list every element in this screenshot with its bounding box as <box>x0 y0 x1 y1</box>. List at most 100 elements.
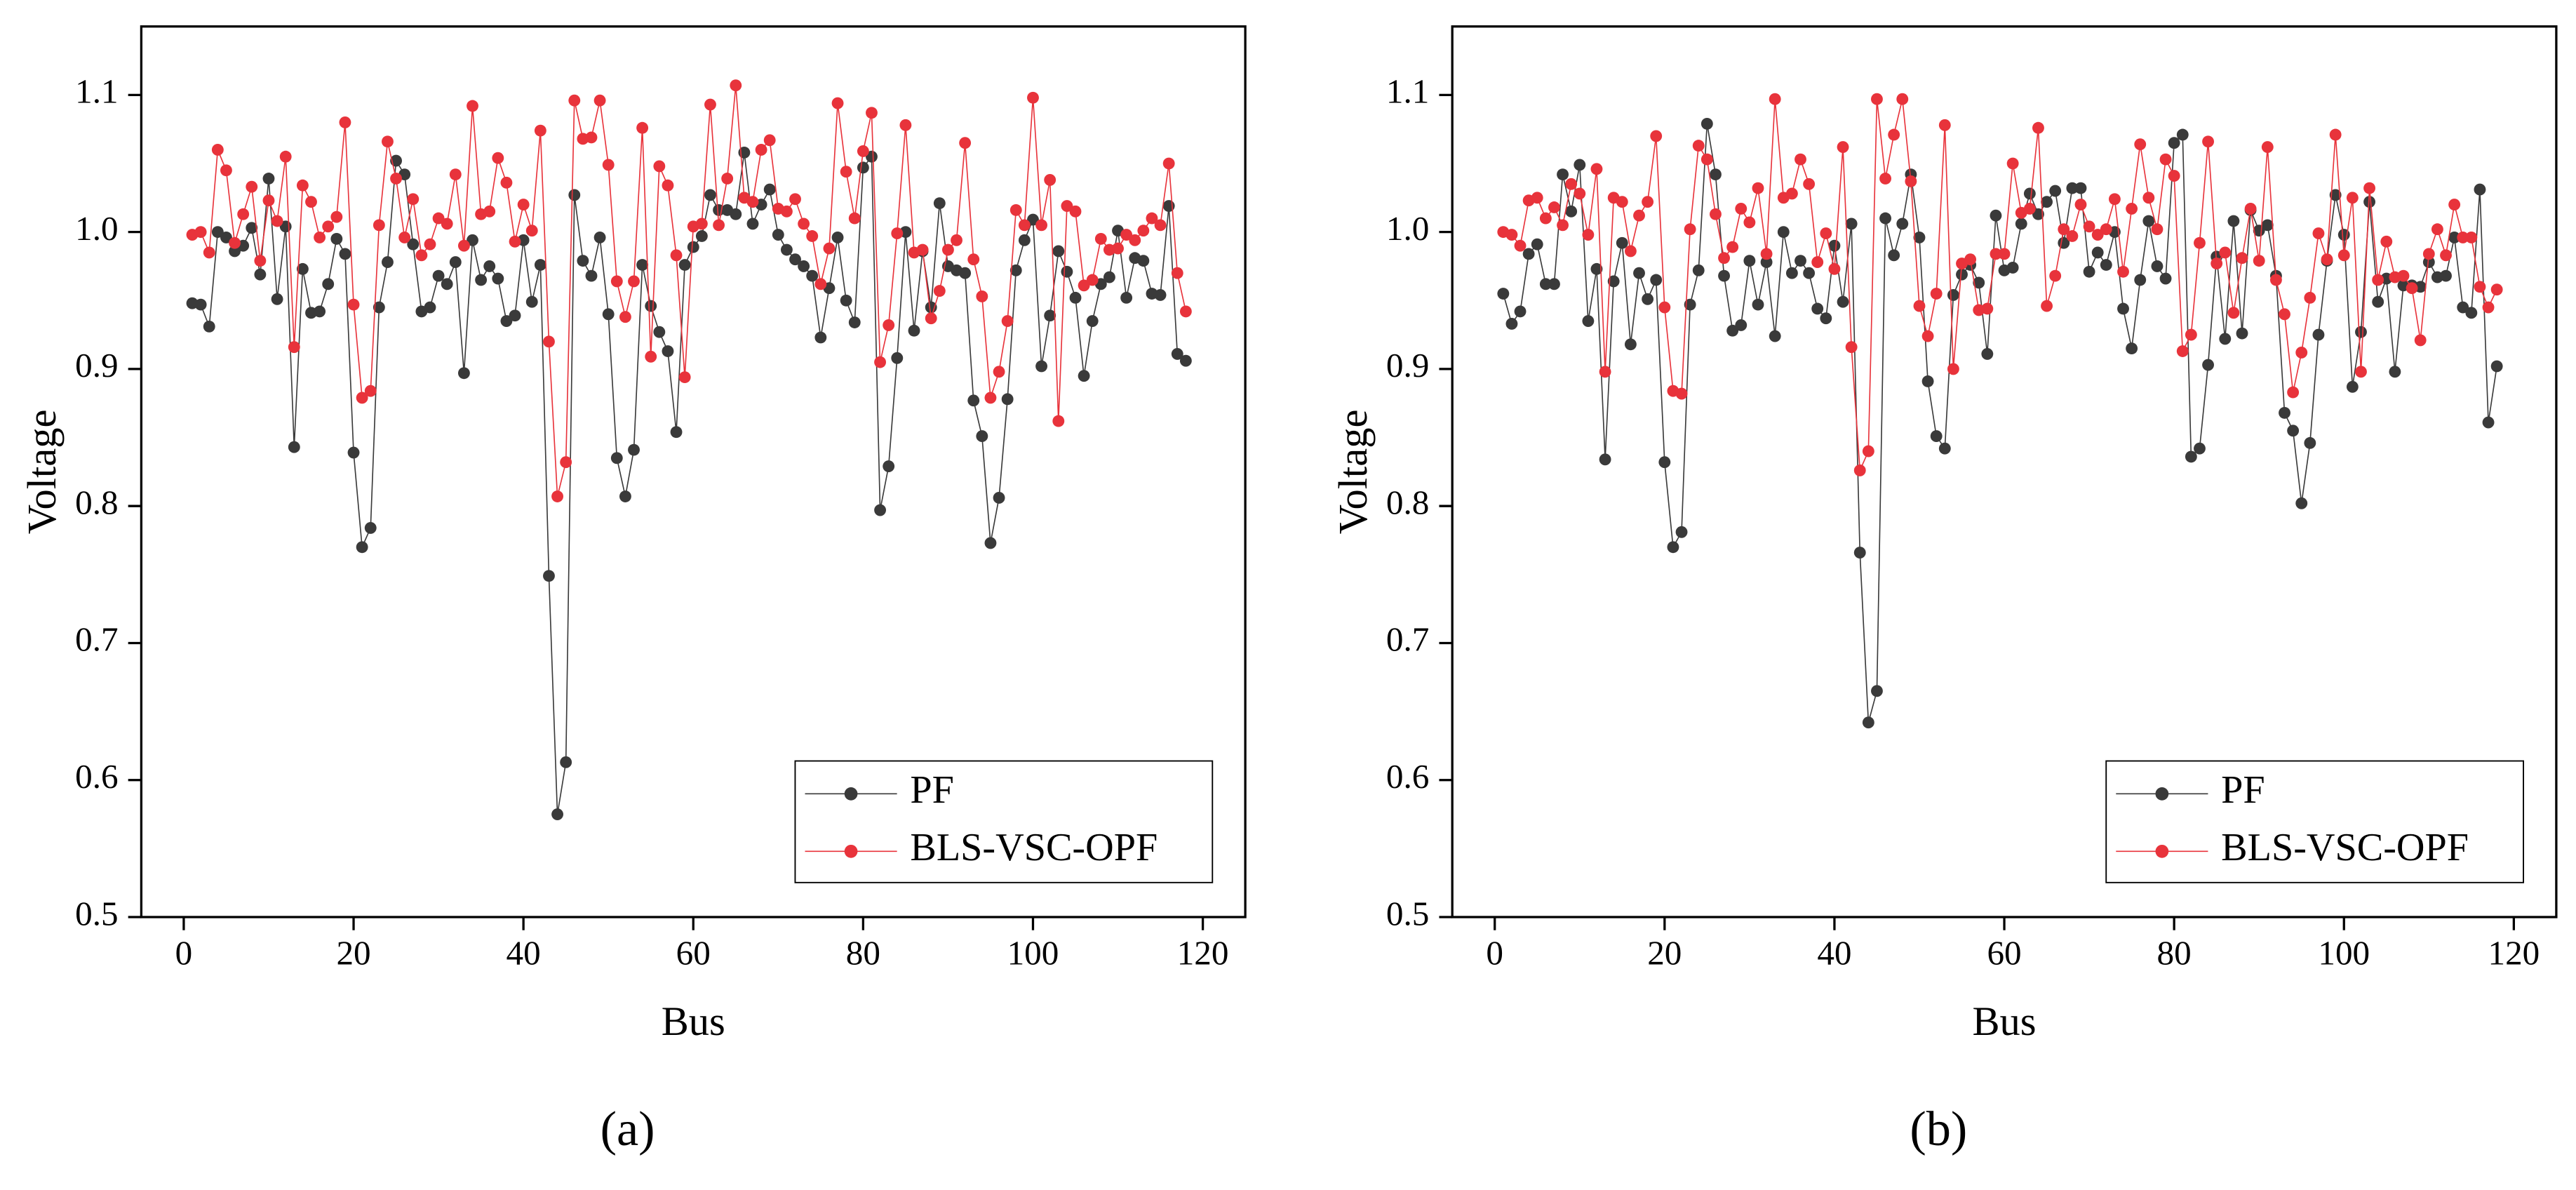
data-point <box>763 183 776 196</box>
data-point <box>1531 192 1543 204</box>
data-point <box>211 144 224 156</box>
data-point <box>330 210 343 223</box>
data-point <box>780 205 793 218</box>
data-point <box>695 230 708 242</box>
data-point <box>1700 153 1713 166</box>
data-point <box>568 189 581 201</box>
data-point <box>1069 205 1082 218</box>
data-point <box>1726 324 1739 337</box>
data-point <box>1692 264 1705 276</box>
data-point <box>1505 318 1518 330</box>
data-point <box>1853 547 1866 559</box>
data-point <box>2219 246 2232 259</box>
data-point <box>2287 386 2300 399</box>
y-tick-label: 1.1 <box>75 72 118 111</box>
data-point <box>1828 239 1841 252</box>
series-line <box>192 152 1186 815</box>
data-point <box>1001 393 1014 406</box>
data-point <box>407 193 420 206</box>
y-tick-label: 1.0 <box>1386 209 1429 248</box>
data-point <box>2490 283 2503 296</box>
data-point <box>1820 312 1832 325</box>
data-point <box>457 239 470 252</box>
data-point <box>840 166 852 178</box>
data-point <box>424 301 436 314</box>
data-point <box>2176 345 2189 357</box>
data-point <box>1069 291 1082 304</box>
data-point <box>2168 170 2180 182</box>
data-point <box>1009 203 1022 216</box>
data-point <box>296 179 309 192</box>
data-point <box>806 269 819 282</box>
data-point <box>2211 258 2223 269</box>
data-point <box>382 135 394 148</box>
data-point <box>2474 281 2486 293</box>
data-point <box>1616 236 1628 249</box>
data-point <box>891 352 904 364</box>
data-point <box>730 79 742 92</box>
data-point <box>1888 249 1900 262</box>
y-tick-label: 0.9 <box>1386 346 1429 385</box>
data-point <box>933 197 946 210</box>
data-point <box>1743 255 1756 267</box>
data-point <box>543 335 555 348</box>
data-point <box>1990 209 2002 222</box>
y-tick-label: 0.8 <box>1386 483 1429 521</box>
data-point <box>1718 269 1730 282</box>
data-point <box>1094 232 1107 245</box>
data-point <box>2482 416 2495 429</box>
data-point <box>2465 307 2478 319</box>
data-point <box>364 521 377 534</box>
data-point <box>2227 215 2240 227</box>
data-point <box>1973 276 1985 289</box>
data-point <box>1735 319 1747 331</box>
data-point <box>271 215 283 227</box>
data-point <box>2151 223 2164 236</box>
data-point <box>789 193 801 206</box>
data-point <box>2074 199 2087 211</box>
data-point <box>2448 199 2461 211</box>
data-point <box>441 218 453 230</box>
data-point <box>279 150 292 163</box>
data-point <box>1726 241 1739 253</box>
data-point <box>831 232 844 243</box>
data-point <box>467 100 478 112</box>
data-point <box>534 124 546 137</box>
data-point <box>1930 430 1943 443</box>
data-point <box>2329 128 2342 141</box>
data-point <box>211 226 224 239</box>
data-point <box>449 168 462 181</box>
x-axis-label: Bus <box>1972 998 2036 1044</box>
data-point <box>645 300 657 312</box>
data-point <box>1035 219 1048 232</box>
data-point <box>2337 249 2350 262</box>
y-tick-label: 0.5 <box>75 894 118 932</box>
data-point <box>2219 333 2232 345</box>
data-point <box>1905 175 1917 187</box>
data-point <box>2372 295 2384 308</box>
data-point <box>610 452 623 464</box>
data-point <box>1837 295 1849 308</box>
data-point <box>500 315 513 327</box>
data-point <box>908 324 920 337</box>
data-point <box>2287 424 2300 437</box>
data-point <box>1990 248 2002 260</box>
data-point <box>662 345 674 357</box>
data-point <box>2032 121 2044 134</box>
data-point <box>1777 226 1790 239</box>
data-point <box>467 234 478 246</box>
data-point <box>636 121 649 134</box>
data-point <box>848 316 861 328</box>
data-point <box>517 199 530 211</box>
data-point <box>1514 305 1527 318</box>
data-point <box>1938 442 1951 455</box>
data-point <box>933 285 946 298</box>
data-point <box>2194 236 2206 249</box>
data-point <box>525 295 538 308</box>
data-point <box>1633 267 1645 279</box>
data-point <box>2126 342 2138 355</box>
data-point <box>593 94 606 107</box>
data-point <box>2100 223 2112 236</box>
data-point <box>1035 360 1048 373</box>
data-point <box>356 541 368 554</box>
